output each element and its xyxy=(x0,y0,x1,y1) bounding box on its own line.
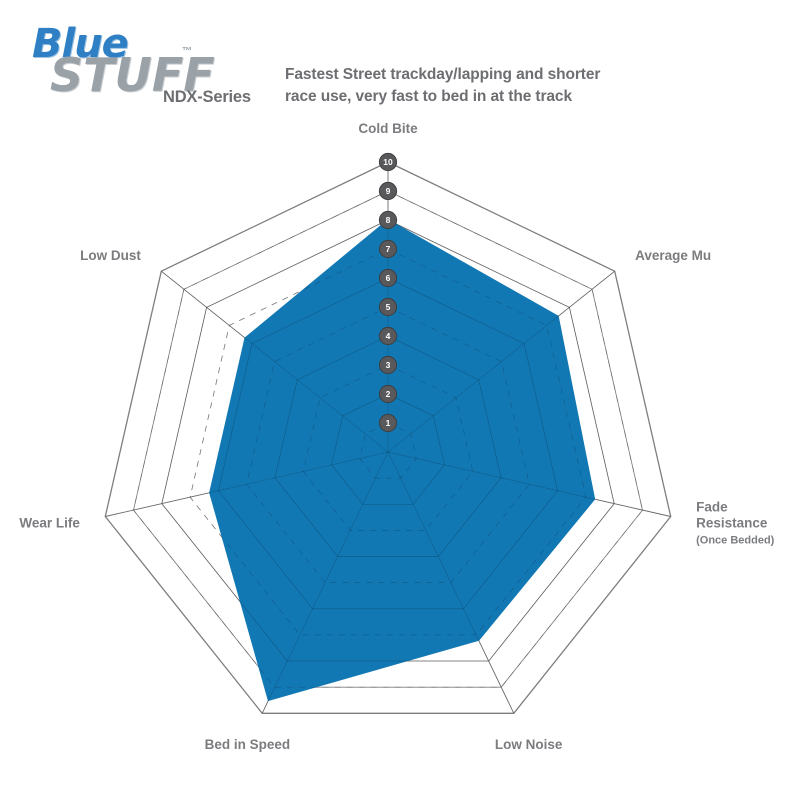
grid-spoke-overlay-2 xyxy=(387,451,671,517)
logo-word-blue: Blue xyxy=(32,21,129,67)
scale-tick-label-1: 1 xyxy=(386,418,391,428)
scale-tick-badge-8 xyxy=(378,210,398,230)
grid-ring-overlay-6 xyxy=(218,277,558,610)
scale-tick-label-4: 4 xyxy=(386,331,391,341)
scale-tick-badge-10 xyxy=(378,152,398,172)
scale-tick-4: 4 xyxy=(378,326,398,346)
scale-tick-2: 2 xyxy=(378,384,398,404)
axis-label-line: Low Dust xyxy=(80,248,141,263)
header: Blue stuff ™ NDX-Series Fastest Street t… xyxy=(0,0,800,132)
scale-tick-9: 9 xyxy=(378,181,398,201)
scale-tick-5: 5 xyxy=(378,297,398,317)
grid-ring-overlay-9 xyxy=(133,190,643,688)
axis-label-line: Fade xyxy=(696,499,728,514)
scale-tick-7: 7 xyxy=(378,239,398,259)
axis-label-line: Average Mu xyxy=(635,248,711,263)
scale-tick-label-2: 2 xyxy=(386,389,391,399)
scale-tick-badge-6 xyxy=(378,268,398,288)
scale-tick-label-7: 7 xyxy=(386,244,391,254)
scale-tick-badge-9 xyxy=(378,181,398,201)
grid-ring-10 xyxy=(104,161,672,714)
axis-label-line: Low Noise xyxy=(495,737,563,752)
trademark-symbol: ™ xyxy=(182,46,192,57)
bluestuff-logo: Blue stuff ™ xyxy=(32,21,215,114)
logo-word-stuff: stuff xyxy=(50,48,215,102)
scale-tick-badge-5 xyxy=(378,297,398,317)
axis-label-line: Wear Life xyxy=(19,515,80,530)
grid-ring-overlay-2 xyxy=(331,393,445,505)
scale-tick-badge-2 xyxy=(378,384,398,404)
series-name-label: NDX-Series xyxy=(163,88,251,106)
axis-label-wear-life: Wear Life xyxy=(19,515,80,530)
grid-ring-overlay-4 xyxy=(274,335,502,557)
grid-spoke-overlay-5 xyxy=(105,451,389,517)
axis-label-cold-bite: Cold Bite xyxy=(358,121,418,136)
grid-spoke-overlay-3 xyxy=(387,451,515,714)
scale-tick-label-3: 3 xyxy=(386,360,391,370)
scale-tick-label-10: 10 xyxy=(383,157,393,167)
grid-spoke-overlay-1 xyxy=(387,270,615,453)
scale-tick-label-6: 6 xyxy=(386,273,391,283)
axis-label-bed-in-speed: Bed in Speed xyxy=(205,737,291,752)
axis-label-line: Cold Bite xyxy=(358,121,418,136)
axis-label-line: (Once Bedded) xyxy=(696,534,775,546)
radar-scale-ticks: 1 2 3 4 5 6 7 8 9 10 xyxy=(378,152,398,433)
scale-tick-badge-4 xyxy=(378,326,398,346)
grid-ring-9 xyxy=(133,190,643,688)
scale-tick-label-5: 5 xyxy=(386,302,391,312)
scale-tick-label-9: 9 xyxy=(386,186,391,196)
scale-tick-label-8: 8 xyxy=(386,215,391,225)
axis-label-average-mu: Average Mu xyxy=(635,248,711,263)
header-tagline: Fastest Street trackday/lapping and shor… xyxy=(285,64,705,108)
grid-ring-overlay-8 xyxy=(161,219,615,662)
scale-tick-10: 10 xyxy=(378,152,398,172)
scale-tick-badge-1 xyxy=(378,413,398,433)
scale-tick-badge-3 xyxy=(378,355,398,375)
grid-ring-overlay-5 xyxy=(246,306,530,583)
tagline-line-1: Fastest Street trackday/lapping and shor… xyxy=(285,66,601,83)
axis-label-line: Resistance xyxy=(696,515,768,530)
axis-label-line: Bed in Speed xyxy=(205,737,291,752)
radar-series-polygon xyxy=(209,219,596,702)
scale-tick-8: 8 xyxy=(378,210,398,230)
axis-label-low-noise: Low Noise xyxy=(495,737,563,752)
grid-spoke-overlay-4 xyxy=(261,451,389,714)
grid-ring-overlay-3 xyxy=(302,364,474,531)
scale-tick-6: 6 xyxy=(378,268,398,288)
axis-label-low-dust: Low Dust xyxy=(80,248,141,263)
grid-ring-overlay-7 xyxy=(189,248,587,636)
scale-tick-badge-7 xyxy=(378,239,398,259)
scale-tick-3: 3 xyxy=(378,355,398,375)
series-area-ndx-series xyxy=(209,219,596,702)
scale-tick-1: 1 xyxy=(378,413,398,433)
radar-grid-rings-overlay xyxy=(105,162,671,714)
grid-ring-overlay-1 xyxy=(359,422,417,479)
grid-spoke-overlay-6 xyxy=(161,270,389,453)
tagline-line-2: race use, very fast to bed in at the tra… xyxy=(285,88,572,105)
